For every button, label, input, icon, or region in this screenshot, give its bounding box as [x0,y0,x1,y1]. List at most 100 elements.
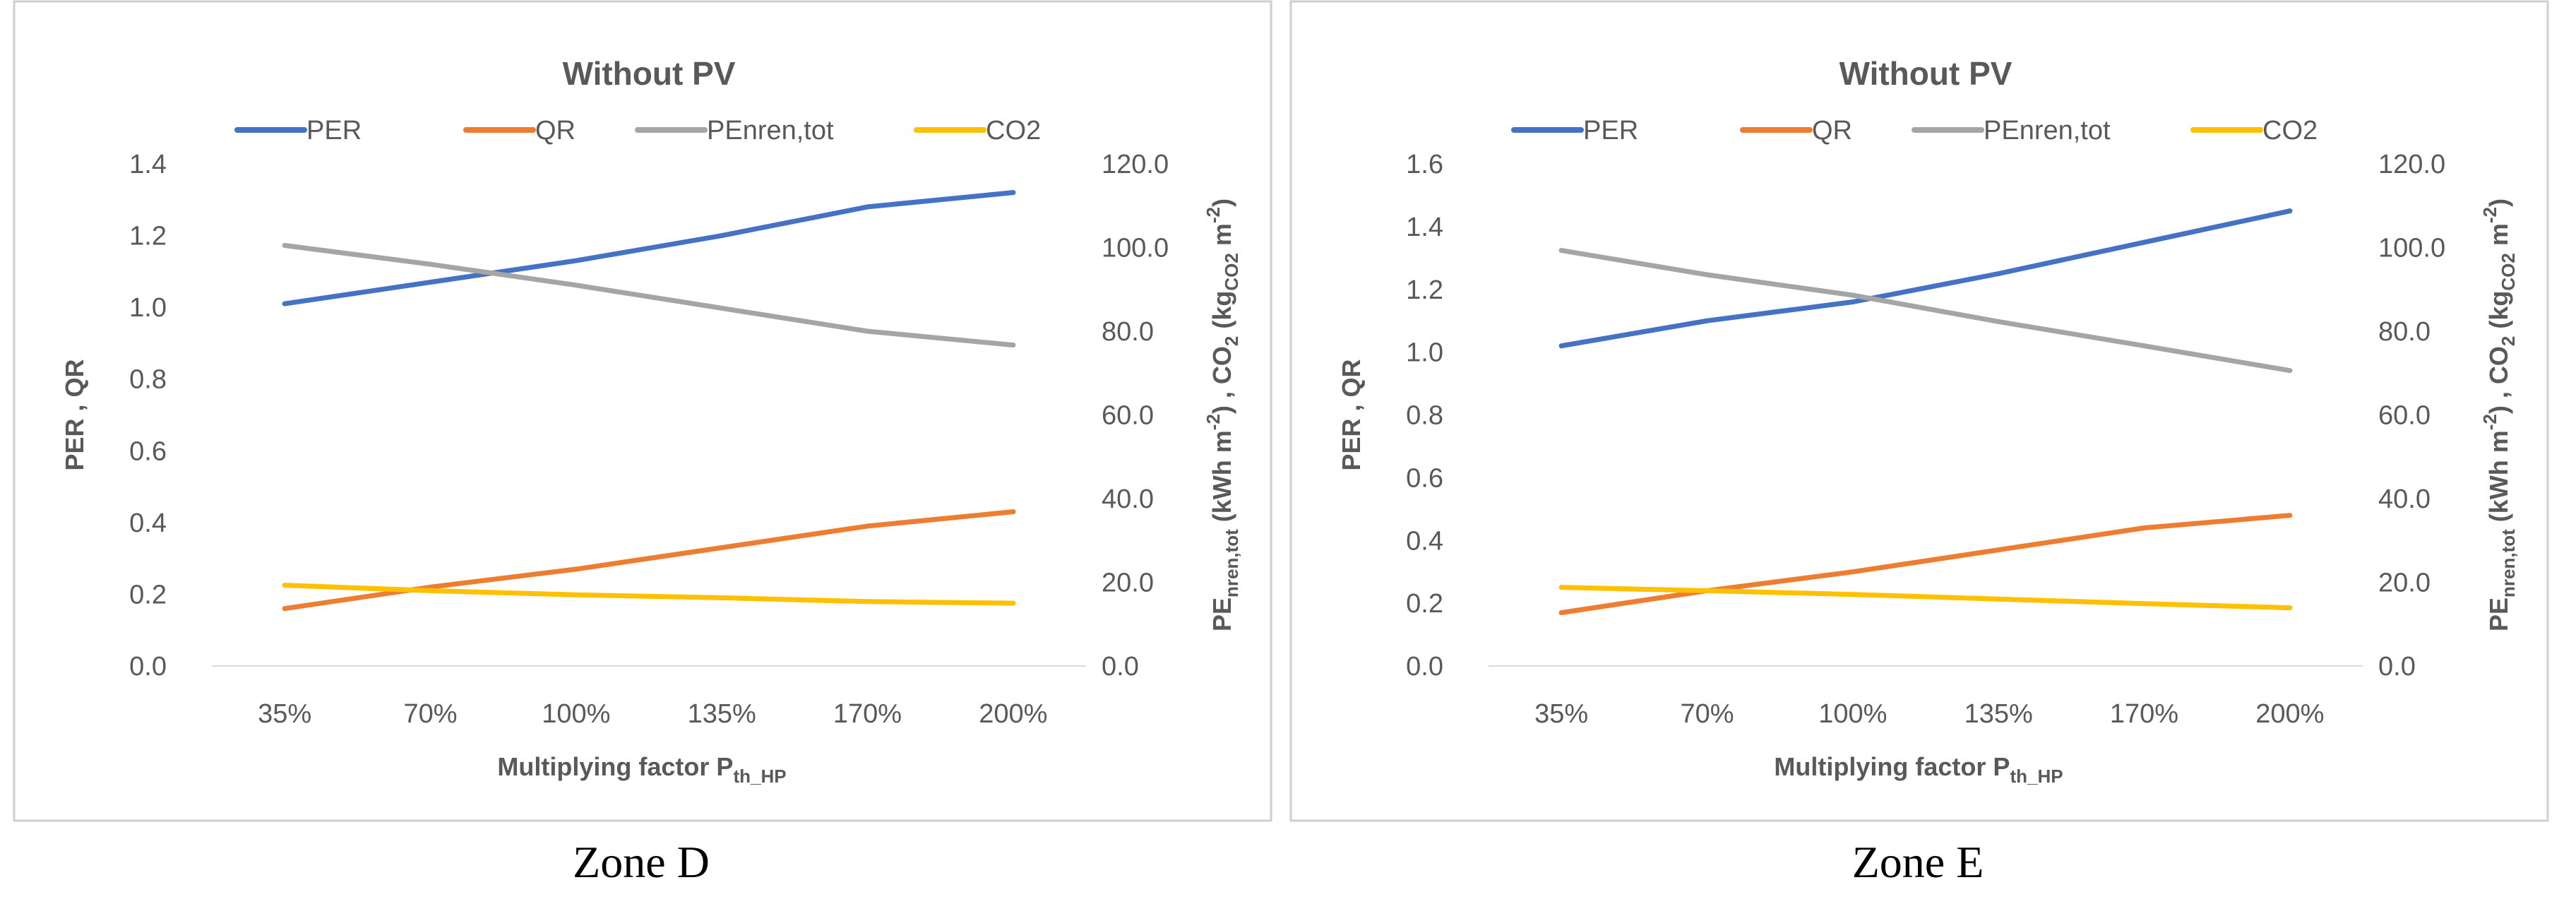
legend-label: PER [1583,116,1638,145]
x-tick-label: 170% [2110,699,2178,729]
y-left-tick-label: 1.4 [129,150,167,179]
x-tick-label: 35% [258,699,311,729]
y-right-axis-title: PEnren,tot (kWh m-2) , CO2 (kgCO2 m-2) [1203,198,1242,631]
legend-label: QR [1812,116,1852,145]
data-point-penren-tot [1705,272,1710,278]
data-point-qr [719,545,724,550]
data-point-penren-tot [282,243,287,249]
y-left-tick-label: 1.0 [129,293,167,323]
y-left-tick-label: 1.2 [129,222,167,251]
line-chart-zone-d: Without PV PER QR PEnren,tot CO2 0.0 0.2 0.4 0.6… [13,0,1272,887]
line-chart-zone-e: Without PV PER QR PEnren,tot CO2 0.0 0.2 0.4 0.6… [1289,0,2549,887]
data-point-co2 [1705,588,1710,593]
data-point-co2 [428,588,433,593]
y-left-tick-label: 0.0 [1406,652,1443,682]
legend-label: QR [535,116,576,145]
y-left-tick-label: 1.6 [1406,150,1443,179]
data-point-qr [1010,509,1016,515]
y-right-tick-label: 80.0 [2378,317,2431,347]
data-point-penren-tot [573,282,579,288]
zone-caption: Zone D [573,837,710,887]
data-point-co2 [2287,605,2293,611]
data-point-per [1850,299,1856,305]
legend-label: PER [306,116,362,145]
data-point-penren-tot [428,261,433,267]
x-axis-title: Multiplying factor Pth_HP [1774,752,2063,787]
data-point-co2 [1850,592,1856,597]
y-left-tick-label: 1.4 [1406,213,1443,242]
y-left-tick-label: 1.0 [1406,338,1443,368]
data-point-per [1010,190,1016,196]
data-point-co2 [1010,600,1016,606]
series-line-co2 [1558,585,2293,611]
legend-label: CO2 [986,116,1041,145]
chart-panel-zone-d: Without PV PER QR PEnren,tot CO2 0.0 0.2 0.4 0.6… [13,0,1284,916]
x-tick-label: 170% [833,699,902,729]
data-point-qr [865,523,870,529]
data-point-qr [2287,513,2293,518]
y-right-tick-label: 40.0 [1102,484,1154,514]
data-point-qr [1558,609,1564,615]
data-point-penren-tot [1010,343,1016,348]
chart-title: Without PV [563,55,736,92]
y-left-tick-label: 0.2 [129,580,167,609]
data-point-qr [573,566,579,572]
series-line-penren-tot [282,243,1016,348]
data-point-co2 [719,595,724,600]
y-right-tick-label: 80.0 [1102,317,1154,347]
y-left-tick-label: 1.2 [1406,275,1443,305]
x-tick-label: 135% [1964,699,2033,729]
data-point-per [1705,318,1710,323]
y-left-tick-label: 0.8 [1406,401,1443,431]
y-right-tick-label: 20.0 [2378,569,2431,598]
x-tick-label: 100% [1818,699,1887,729]
data-point-co2 [1996,596,2001,602]
chart-frame [1289,0,2549,822]
data-point-per [2287,208,2293,214]
series-line-per [1558,208,2293,349]
y-right-axis-title: PEnren,tot (kWh m-2) , CO2 (kgCO2 m-2) [2479,198,2519,631]
legend-label: CO2 [2262,116,2318,145]
y-right-tick-label: 60.0 [1102,401,1154,431]
y-left-tick-label: 0.4 [129,508,167,538]
y-left-tick-label: 0.4 [1406,526,1443,556]
data-point-penren-tot [2287,368,2293,374]
chart-panel-zone-e: Without PV PER QR PEnren,tot CO2 0.0 0.2 0.4 0.6… [1289,0,2560,916]
legend-label: PEnren,tot [707,116,834,145]
series-line-co2 [282,583,1016,606]
x-tick-label: 35% [1534,699,1588,729]
data-point-penren-tot [2142,343,2147,349]
legend: PER QR PEnren,tot CO2 [1511,116,2318,145]
chart-frame [13,0,1272,822]
data-point-penren-tot [865,328,870,334]
y-right-tick-label: 0.0 [1102,652,1139,682]
legend-label: PEnren,tot [1984,116,2111,145]
y-right-tick-label: 120.0 [1102,150,1169,179]
data-point-qr [1850,569,1856,575]
data-point-co2 [2142,601,2147,607]
y-left-axis-title: PER , QR [60,359,89,470]
data-point-penren-tot [719,305,724,311]
y-left-tick-label: 0.2 [1406,589,1443,619]
x-tick-label: 70% [403,699,457,729]
x-tick-label: 70% [1680,699,1734,729]
y-right-tick-label: 0.0 [2378,652,2416,682]
y-right-tick-label: 100.0 [1102,234,1169,263]
x-tick-label: 200% [979,699,1047,729]
data-point-per [573,258,579,263]
y-right-tick-label: 40.0 [2378,484,2431,514]
x-axis-title: Multiplying factor Pth_HP [497,752,786,787]
y-left-tick-label: 0.6 [1406,463,1443,493]
y-right-tick-label: 20.0 [1102,569,1154,598]
data-point-per [428,280,433,285]
x-tick-label: 100% [542,699,610,729]
chart-title: Without PV [1839,55,2012,92]
zone-caption: Zone E [1852,837,1984,887]
data-point-qr [1996,547,2001,553]
data-point-per [1558,343,1564,349]
data-point-per [282,301,287,307]
series-line-qr [1558,513,2293,615]
y-right-tick-label: 100.0 [2378,234,2445,263]
data-point-per [2142,239,2147,245]
y-left-tick-label: 0.0 [129,652,167,682]
